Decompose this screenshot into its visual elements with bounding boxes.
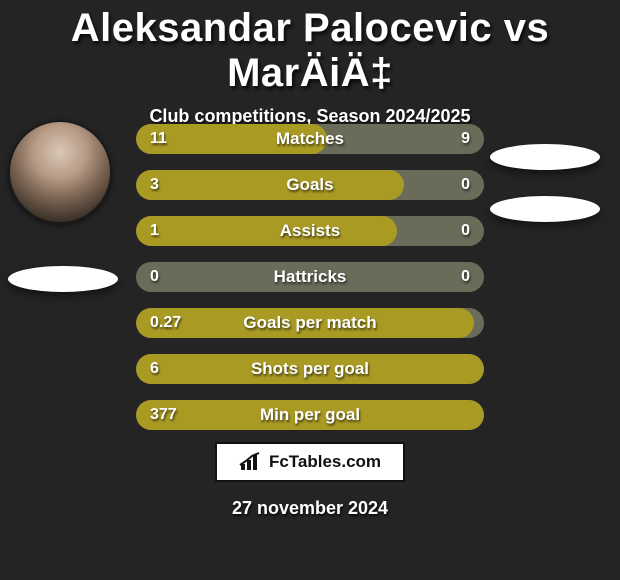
brand-badge: FcTables.com — [215, 442, 405, 482]
stat-bar-track — [136, 170, 484, 200]
footer-date: 27 november 2024 — [0, 498, 620, 519]
stat-row: Matches119 — [136, 124, 484, 154]
stat-bar-fill — [136, 400, 484, 430]
comparison-title: Aleksandar Palocevic vs MarÄiÄ‡ — [0, 0, 620, 96]
avatar-image-left — [8, 120, 112, 224]
stat-row: Shots per goal6 — [136, 354, 484, 384]
stat-bar-fill — [136, 124, 327, 154]
stat-row: Goals30 — [136, 170, 484, 200]
avatar-shadow-right-top — [490, 144, 600, 170]
stats-panel: Matches119 Goals30 Assists10 Hattricks00 Goa… — [136, 124, 484, 446]
stat-row: Hattricks00 — [136, 262, 484, 292]
brand-text: FcTables.com — [269, 452, 381, 472]
stat-bar-track — [136, 400, 484, 430]
stat-bar-track — [136, 308, 484, 338]
stat-bar-fill — [136, 354, 484, 384]
stat-bar-fill — [136, 216, 397, 246]
player-left-avatar — [8, 120, 118, 292]
stat-row: Min per goal377 — [136, 400, 484, 430]
stat-bar-track — [136, 262, 484, 292]
stat-bar-fill — [136, 308, 474, 338]
stat-bar-track — [136, 216, 484, 246]
stat-bar-fill — [136, 170, 404, 200]
avatar-shadow-left — [8, 266, 118, 292]
stat-bar-track — [136, 354, 484, 384]
stat-row: Goals per match0.27 — [136, 308, 484, 338]
chart-icon — [239, 452, 265, 472]
stat-bar-track — [136, 124, 484, 154]
stat-row: Assists10 — [136, 216, 484, 246]
avatar-shadow-right-bottom — [490, 196, 600, 222]
